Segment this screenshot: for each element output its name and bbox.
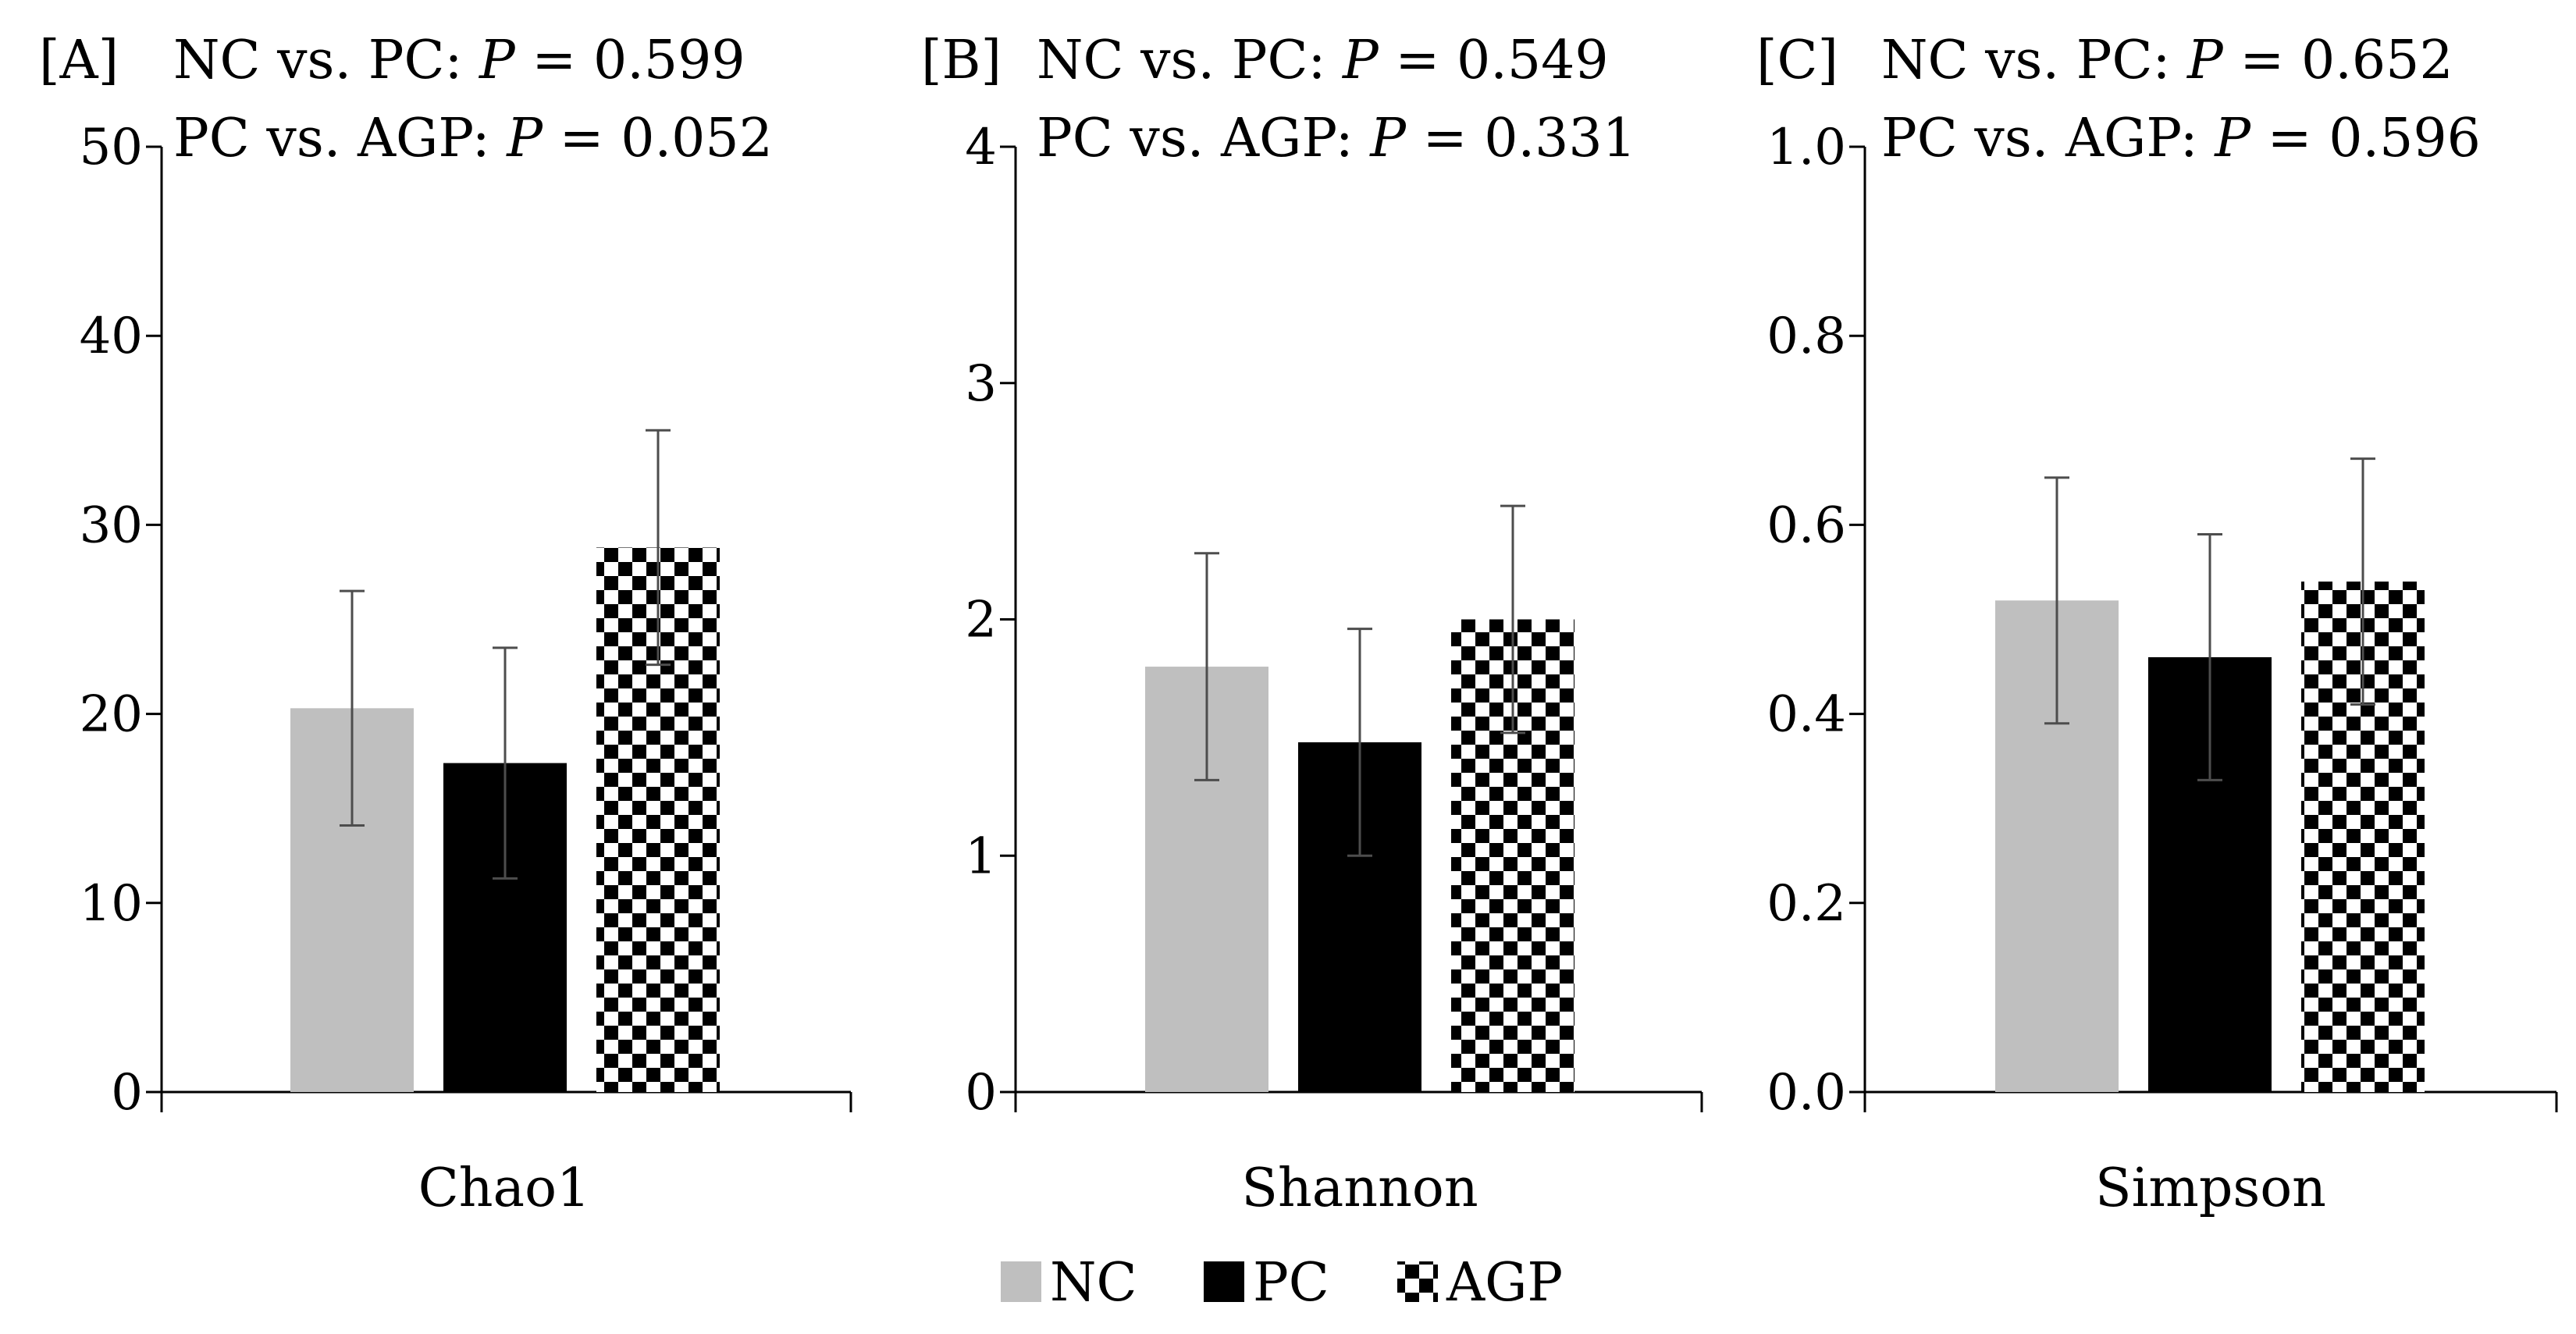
legend-swatch-agp (1397, 1261, 1438, 1302)
legend-label-pc: PC (1253, 1252, 1329, 1314)
pvalue-nc-vs-pc: NC vs. PC: P = 0.549 (1037, 30, 1609, 91)
panel-simpson: [C] NC vs. PC: P = 0.652 PC vs. AGP: P = 0… (1756, 30, 2558, 1219)
y-tick-label: 3 (965, 355, 997, 413)
panel-label: [A] (39, 30, 119, 91)
legend-swatch-nc (1001, 1261, 1041, 1302)
y-tick-label: 1 (965, 827, 997, 885)
y-tick-label: 40 (80, 308, 143, 365)
pvalue-nc-vs-pc: NC vs. PC: P = 0.599 (173, 30, 745, 91)
y-tick-label: 0.2 (1767, 875, 1846, 933)
y-tick-label: 30 (80, 496, 143, 554)
y-tick-label: 0.0 (1767, 1064, 1846, 1122)
x-axis-label: Chao1 (418, 1158, 591, 1219)
chart-panels: [A] NC vs. PC: P = 0.599 PC vs. AGP: P = 0… (39, 30, 2558, 1219)
panel-shannon: [B] NC vs. PC: P = 0.549 PC vs. AGP: P = 0… (921, 30, 1703, 1219)
panel-chao1: [A] NC vs. PC: P = 0.599 PC vs. AGP: P = 0… (39, 30, 852, 1219)
y-tick-label: 0.4 (1767, 686, 1846, 744)
pvalue-pc-vs-agp: PC vs. AGP: P = 0.052 (173, 108, 773, 169)
y-tick-label: 0.6 (1767, 496, 1846, 554)
x-axis-label: Shannon (1241, 1158, 1478, 1219)
legend-swatch-pc (1204, 1261, 1244, 1302)
x-axis-label: Simpson (2095, 1158, 2326, 1219)
y-tick-label: 20 (80, 686, 143, 744)
pvalue-nc-vs-pc: NC vs. PC: P = 0.652 (1881, 30, 2453, 91)
pvalue-pc-vs-agp: PC vs. AGP: P = 0.596 (1881, 108, 2481, 169)
pvalue-pc-vs-agp: PC vs. AGP: P = 0.331 (1037, 108, 1636, 169)
y-tick-label: 1.0 (1767, 119, 1846, 176)
panel-label: [C] (1756, 30, 1838, 91)
y-tick-label: 10 (80, 875, 143, 933)
legend: NC PC AGP (1001, 1252, 1563, 1314)
y-tick-label: 0.8 (1767, 308, 1846, 365)
y-tick-label: 0 (965, 1064, 997, 1122)
legend-label-agp: AGP (1446, 1252, 1563, 1314)
y-tick-label: 50 (80, 119, 143, 176)
y-tick-label: 4 (965, 119, 997, 176)
y-tick-label: 0 (111, 1064, 143, 1122)
legend-label-nc: NC (1050, 1252, 1137, 1314)
y-tick-label: 2 (965, 592, 997, 649)
panel-label: [B] (921, 30, 1002, 91)
